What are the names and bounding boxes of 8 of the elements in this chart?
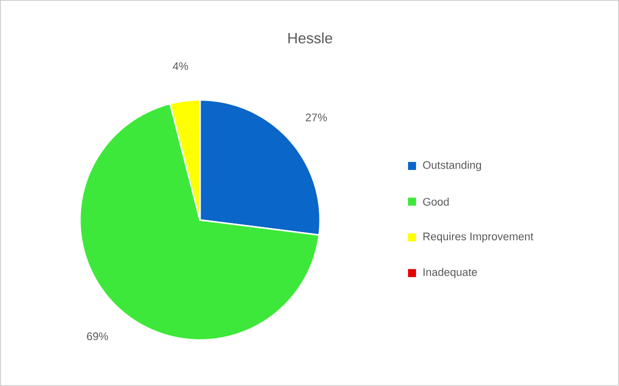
legend-label: Good — [423, 198, 449, 206]
data-label: 27% — [306, 114, 327, 122]
data-label: 69% — [87, 332, 108, 340]
data-label: 4% — [172, 62, 188, 70]
legend-label: Outstanding — [423, 160, 481, 172]
legend-label: Inadequate — [424, 268, 477, 278]
chart-title: Hessle — [288, 32, 332, 44]
legend-label: Requires Improvement — [423, 232, 534, 243]
